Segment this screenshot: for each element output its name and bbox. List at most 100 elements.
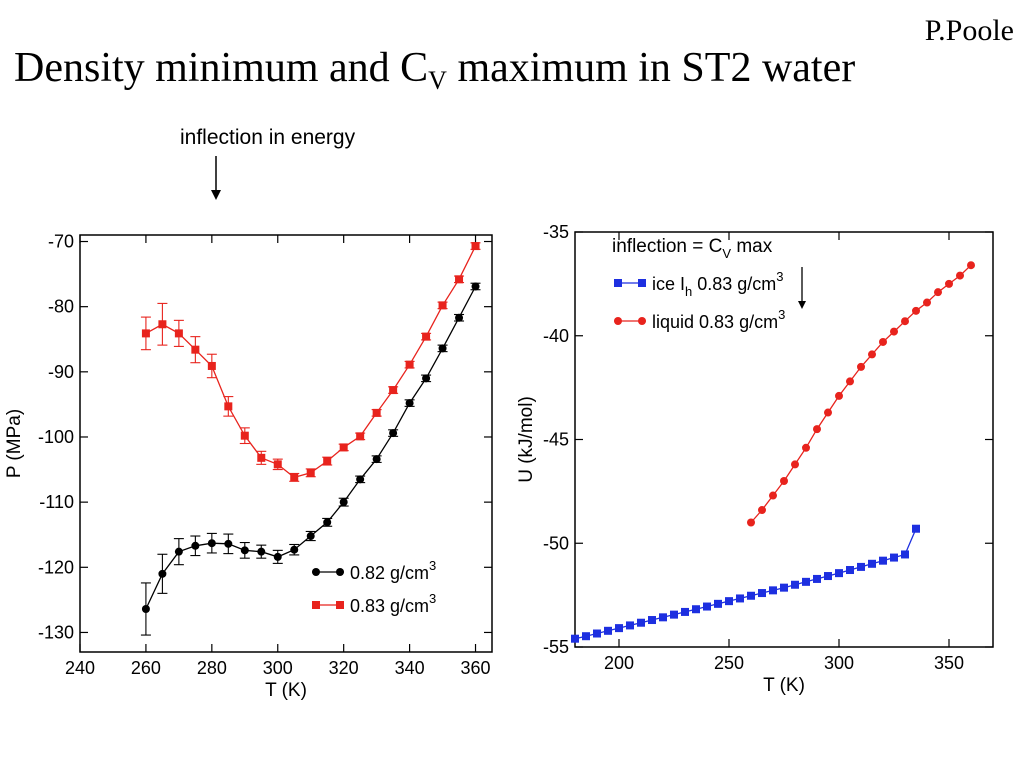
legend-marker — [312, 601, 320, 609]
data-point — [769, 491, 777, 500]
data-point — [141, 604, 150, 613]
data-point — [339, 498, 348, 507]
legend-superscript: 3 — [429, 558, 436, 573]
data-point — [389, 429, 398, 438]
data-point — [191, 345, 200, 354]
data-point — [868, 350, 876, 359]
data-point — [747, 591, 755, 600]
data-point — [901, 550, 909, 559]
x-tick-label: 340 — [395, 658, 425, 678]
legend-text: 0.83 g/cm — [350, 596, 429, 616]
data-point — [835, 391, 843, 400]
data-point — [339, 443, 348, 452]
data-point — [879, 556, 887, 565]
energy-chart: 200 250 300 350 -55 -50 -45 -40 -35 T (K) U (kJ/mo… — [516, 222, 994, 696]
x-axis-label: T (K) — [265, 680, 307, 701]
data-point — [455, 275, 464, 284]
y-tick-label: -70 — [48, 232, 74, 252]
data-point — [323, 518, 332, 527]
legend-subscript: h — [685, 284, 692, 299]
data-point — [306, 468, 315, 477]
legend-item-0: 0.82 g/cm3 — [312, 558, 436, 583]
data-point — [857, 362, 865, 371]
y-tick-label: -45 — [543, 430, 569, 450]
data-point — [802, 443, 810, 452]
data-point — [422, 374, 431, 383]
legend-text: liquid 0.83 g/cm — [652, 312, 778, 332]
series-1 — [140, 242, 481, 482]
title-rest: maximum in ST2 water — [446, 45, 856, 91]
data-point — [141, 329, 150, 338]
data-point — [224, 402, 233, 411]
legend-label: liquid 0.83 g/cm3 — [652, 307, 785, 332]
legend-label: 0.83 g/cm3 — [350, 591, 436, 616]
data-point — [158, 569, 167, 578]
data-point — [912, 524, 920, 533]
x-tick-label: 300 — [824, 653, 854, 673]
data-point — [593, 629, 601, 638]
data-point — [824, 408, 832, 417]
data-point — [582, 632, 590, 641]
legend-marker — [336, 568, 344, 576]
data-point — [934, 288, 942, 297]
title-subscript: V — [428, 66, 447, 95]
data-point — [306, 532, 315, 541]
data-point — [967, 261, 975, 270]
annotation-inflection: inflection in energy — [180, 126, 356, 149]
y-tick-label: -55 — [543, 637, 569, 657]
data-point — [824, 572, 832, 581]
data-point — [890, 553, 898, 562]
data-point — [471, 242, 480, 251]
data-point — [290, 545, 299, 554]
x-tick-label: 300 — [263, 658, 293, 678]
data-point — [736, 594, 744, 603]
legend-superscript: 3 — [778, 307, 785, 322]
slide-title: Density minimum and CV maximum in ST2 wa… — [14, 44, 855, 96]
legend-superscript: 3 — [776, 269, 783, 284]
x-tick-label: 240 — [65, 658, 95, 678]
legend-title-text: max — [731, 236, 773, 257]
data-point — [224, 539, 233, 548]
legend-text: ice I — [652, 274, 685, 294]
y-tick-label: -130 — [38, 622, 74, 642]
data-point — [438, 344, 447, 353]
data-point — [769, 586, 777, 595]
data-point — [604, 626, 612, 635]
series-0 — [571, 524, 920, 643]
legend-marker — [638, 279, 646, 287]
data-point — [207, 539, 216, 548]
legend-title: inflection = CV max — [612, 236, 773, 261]
legend-marker — [336, 601, 344, 609]
inflection-arrow-icon — [798, 301, 806, 309]
data-point — [835, 569, 843, 578]
legend-item-3: liquid 0.83 g/cm3 — [614, 307, 785, 332]
author-label: P.Poole — [924, 14, 1014, 47]
data-point — [257, 547, 266, 556]
y-tick-label: -35 — [543, 222, 569, 242]
series-1 — [747, 261, 975, 527]
series-0 — [140, 282, 481, 636]
legend-title-subscript: V — [722, 246, 731, 261]
data-point — [372, 408, 381, 417]
data-point — [747, 518, 755, 527]
data-point — [240, 546, 249, 555]
data-point — [455, 313, 464, 322]
data-point — [257, 453, 266, 462]
legend-label: 0.82 g/cm3 — [350, 558, 436, 583]
data-point — [207, 361, 216, 370]
x-tick-label: 360 — [460, 658, 490, 678]
y-axis-label: U (kJ/mol) — [516, 396, 537, 483]
data-point — [626, 621, 634, 630]
data-point — [703, 602, 711, 611]
data-point — [158, 320, 167, 329]
y-tick-label: -80 — [48, 297, 74, 317]
data-point — [857, 562, 865, 571]
data-point — [725, 597, 733, 606]
data-point — [356, 432, 365, 441]
data-point — [758, 589, 766, 598]
data-point — [802, 577, 810, 586]
data-point — [405, 360, 414, 369]
y-tick-label: -110 — [39, 492, 74, 512]
y-axis-label: P (MPa) — [4, 409, 25, 478]
legend-text: 0.82 g/cm — [350, 563, 429, 583]
